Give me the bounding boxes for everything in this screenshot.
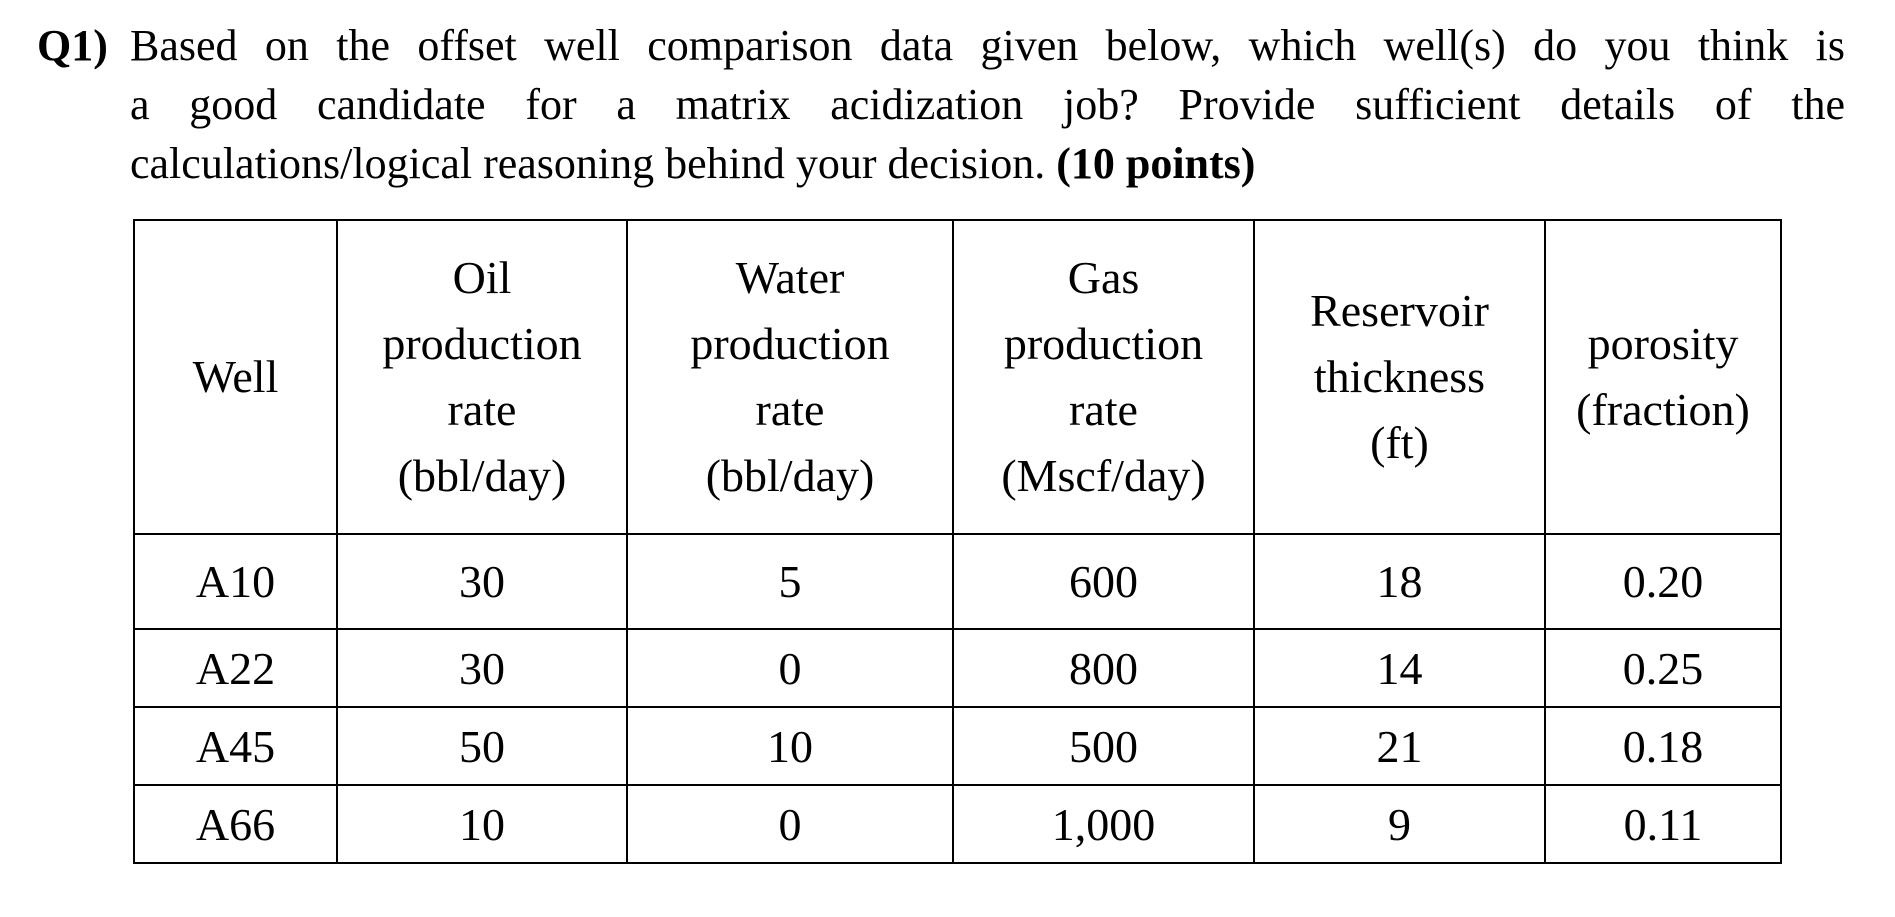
cell-oil: 30 — [336, 533, 628, 630]
column-header-well: Well — [133, 219, 338, 535]
question-line-1: Q1) Based on the offset well comparison d… — [37, 16, 1845, 75]
cell-water: 5 — [626, 533, 954, 630]
cell-porosity: 0.18 — [1544, 706, 1782, 786]
cell-well: A22 — [133, 628, 338, 708]
cell-porosity: 0.11 — [1544, 784, 1782, 864]
cell-water: 10 — [626, 706, 954, 786]
question-block: Q1) Based on the offset well comparison d… — [37, 16, 1845, 193]
cell-gas: 500 — [952, 706, 1255, 786]
cell-oil: 50 — [336, 706, 628, 786]
question-points: (10 points) — [1056, 139, 1256, 188]
question-line-2: a good candidate for a matrix acidizatio… — [37, 75, 1845, 134]
column-header-water: Water production rate (bbl/day) — [626, 219, 954, 535]
table-header-row: Well Oil production rate (bbl/day) Water… — [133, 219, 1782, 535]
cell-thickness: 9 — [1253, 784, 1546, 864]
table-row: A45 50 10 500 21 0.18 — [133, 706, 1782, 786]
table-row: A66 10 0 1,000 9 0.11 — [133, 784, 1782, 864]
table-row: A22 30 0 800 14 0.25 — [133, 628, 1782, 708]
column-header-thickness: Reservoir thickness (ft) — [1253, 219, 1546, 535]
cell-well: A10 — [133, 533, 338, 630]
column-header-porosity: porosity (fraction) — [1544, 219, 1782, 535]
question-number: Q1) — [37, 21, 108, 70]
cell-porosity: 0.25 — [1544, 628, 1782, 708]
cell-oil: 10 — [336, 784, 628, 864]
well-comparison-table: Well Oil production rate (bbl/day) Water… — [133, 219, 1782, 864]
cell-gas: 600 — [952, 533, 1255, 630]
column-header-oil: Oil production rate (bbl/day) — [336, 219, 628, 535]
cell-thickness: 18 — [1253, 533, 1546, 630]
question-line-3: calculations/logical reasoning behind yo… — [37, 134, 1845, 193]
cell-thickness: 14 — [1253, 628, 1546, 708]
cell-thickness: 21 — [1253, 706, 1546, 786]
cell-porosity: 0.20 — [1544, 533, 1782, 630]
table-row: A10 30 5 600 18 0.20 — [133, 533, 1782, 630]
column-header-gas: Gas production rate (Mscf/day) — [952, 219, 1255, 535]
cell-gas: 1,000 — [952, 784, 1255, 864]
question-text-2: a good candidate for a matrix acidizatio… — [130, 80, 1845, 129]
question-text-1: Based on the offset well comparison data… — [130, 21, 1845, 70]
cell-well: A66 — [133, 784, 338, 864]
cell-gas: 800 — [952, 628, 1255, 708]
cell-water: 0 — [626, 784, 954, 864]
cell-water: 0 — [626, 628, 954, 708]
question-text-3: calculations/logical reasoning behind yo… — [130, 139, 1046, 188]
cell-well: A45 — [133, 706, 338, 786]
cell-oil: 30 — [336, 628, 628, 708]
